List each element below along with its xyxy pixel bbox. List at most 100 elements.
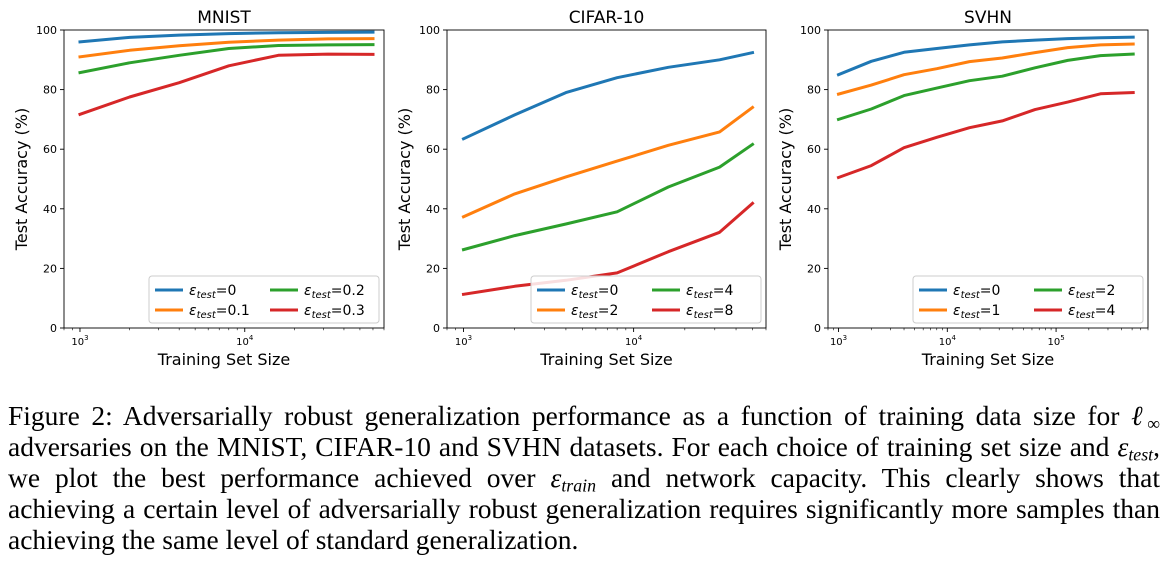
- legend-epsilon: ε: [304, 283, 312, 299]
- legend-entry: εtest=0.1: [189, 303, 250, 321]
- legend-label: =0.2: [331, 283, 365, 299]
- y-tick-label: 40: [43, 203, 57, 216]
- figure-caption: Figure 2: Adversarially robust generaliz…: [8, 400, 1160, 555]
- legend-epsilon: ε: [304, 303, 312, 319]
- legend-epsilon: ε: [953, 283, 961, 299]
- series-line: [461, 105, 755, 219]
- y-tick-label: 0: [814, 322, 821, 335]
- y-tick-label: 100: [36, 24, 57, 37]
- legend-epsilon: ε: [686, 303, 694, 319]
- legend-label: =1: [980, 303, 1001, 319]
- legend-frame: [530, 275, 762, 324]
- legend-epsilon: ε: [1068, 283, 1076, 299]
- x-tick-base: 10: [236, 337, 249, 348]
- x-axis-label: Training Set Size: [539, 350, 672, 369]
- x-tick-exponent: 5: [1060, 334, 1064, 342]
- y-tick-label: 100: [419, 24, 440, 37]
- legend-epsilon: ε: [686, 283, 694, 299]
- chart-title: SVHN: [964, 8, 1012, 28]
- legend-entry: εtest=4: [686, 283, 734, 301]
- legend-label: =2: [598, 303, 619, 319]
- series-line: [836, 91, 1135, 180]
- chart-title: MNIST: [197, 8, 251, 28]
- legend-label: =8: [713, 303, 734, 319]
- legend-entry: εtest=2: [571, 303, 618, 321]
- figure-panels: MNIST Test Accuracy (%) Training Set Size 0…: [12, 8, 1149, 369]
- legend-subscript: test: [961, 290, 981, 301]
- chart-title: CIFAR-10: [569, 8, 645, 28]
- legend-subscript: test: [312, 310, 332, 321]
- eps-train-subscript: train: [561, 475, 596, 495]
- y-tick-label: 20: [807, 262, 821, 275]
- x-tick-exponent: 4: [249, 334, 254, 342]
- x-tick-base: 10: [625, 337, 638, 348]
- legend-entry: εtest=0: [189, 283, 236, 301]
- legend-label: =0: [598, 283, 619, 299]
- legend-label: =2: [1095, 283, 1116, 299]
- y-tick-label: 100: [800, 24, 821, 37]
- x-tick-base: 10: [1047, 337, 1060, 348]
- chart-panel-1: MNIST Test Accuracy (%) Training Set Size 0…: [12, 8, 385, 369]
- legend-subscript: test: [694, 310, 714, 321]
- y-tick-label: 0: [50, 322, 57, 335]
- y-tick-label: 60: [807, 143, 821, 156]
- series-line: [78, 30, 375, 44]
- x-tick-exponent: 3: [843, 334, 847, 342]
- x-tick-label: 104: [625, 334, 643, 348]
- caption-label: Figure 2:: [8, 400, 113, 431]
- legend-label: =4: [1095, 303, 1116, 319]
- legend-entry: εtest=4: [1068, 303, 1116, 321]
- linf-symbol: ℓ: [1131, 400, 1148, 431]
- eps-test-symbol: ε: [1117, 431, 1129, 462]
- axes-frame: [827, 29, 1149, 329]
- legend-subscript: test: [197, 290, 217, 301]
- series-line: [78, 43, 375, 75]
- y-tick-label: 60: [426, 143, 440, 156]
- legend-entry: εtest=0.3: [304, 303, 365, 321]
- y-axis-label: Test Accuracy (%): [12, 108, 31, 251]
- y-tick-label: 60: [43, 143, 57, 156]
- x-axis-label: Training Set Size: [157, 350, 290, 369]
- legend-label: =0: [216, 283, 237, 299]
- y-tick-label: 80: [426, 84, 440, 97]
- legend-subscript: test: [312, 290, 332, 301]
- series-line: [836, 35, 1135, 77]
- x-tick-exponent: 4: [638, 334, 643, 342]
- eps-test-subscript-text: test: [1128, 444, 1154, 465]
- y-tick-label: 80: [807, 84, 821, 97]
- y-axis-label: Test Accuracy (%): [776, 108, 795, 251]
- eps-train-symbol: ε: [550, 462, 562, 493]
- x-tick-label: 104: [939, 334, 957, 348]
- legend-epsilon: ε: [189, 283, 197, 299]
- caption-part4: and network capacity. This clearly shows…: [8, 462, 1160, 555]
- x-tick-exponent: 3: [468, 334, 472, 342]
- legend-epsilon: ε: [1068, 303, 1076, 319]
- legend-epsilon: ε: [571, 303, 579, 319]
- legend-label: =0: [980, 283, 1001, 299]
- x-tick-exponent: 4: [951, 334, 956, 342]
- legend-subscript: test: [1076, 310, 1096, 321]
- legend-epsilon: ε: [571, 283, 579, 299]
- linf-subscript: ∞: [1147, 413, 1160, 434]
- x-tick-exponent: 3: [84, 334, 88, 342]
- x-tick-label: 104: [236, 334, 254, 348]
- legend-entry: εtest=0: [571, 283, 618, 301]
- x-tick-label: 103: [830, 334, 847, 348]
- x-tick-label: 105: [1047, 334, 1064, 348]
- series-line: [461, 50, 755, 141]
- y-tick-label: 80: [43, 84, 57, 97]
- chart-panel-3: SVHN Test Accuracy (%) Training Set Size 0 2…: [776, 8, 1149, 369]
- x-tick-base: 10: [455, 337, 468, 348]
- legend-entry: εtest=1: [953, 303, 1000, 321]
- series-line: [836, 52, 1135, 122]
- legend-subscript: test: [1076, 290, 1096, 301]
- eps-train-subscript-text: train: [561, 475, 597, 496]
- caption-part3: , we plot the best performance achieved …: [8, 431, 1160, 493]
- x-tick-base: 10: [71, 337, 84, 348]
- legend-subscript: test: [961, 310, 981, 321]
- y-tick-label: 40: [807, 203, 821, 216]
- legend-entry: εtest=8: [686, 303, 733, 321]
- y-tick-label: 20: [43, 262, 57, 275]
